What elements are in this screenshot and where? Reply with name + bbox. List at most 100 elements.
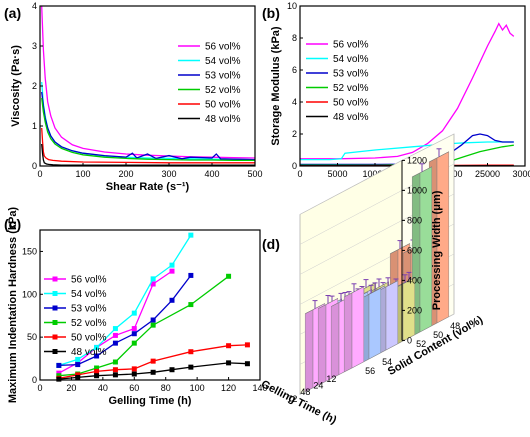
y-axis-title: Storage Modulus (kPa): [270, 26, 282, 146]
data-point: [169, 367, 175, 373]
x-tick-label: 200: [118, 169, 133, 179]
y-tick-label: 2: [292, 129, 297, 139]
y-tick-label: 50: [27, 332, 37, 342]
panel-label: (d): [262, 236, 280, 252]
data-point: [75, 374, 81, 380]
y-tick-label: 4: [32, 1, 37, 11]
gelling-time-tick-label: 24: [313, 381, 323, 391]
data-point: [112, 372, 118, 378]
gelling-time-tick-label: 12: [326, 374, 336, 384]
panel-label: (a): [4, 5, 21, 21]
x-tick-label: 0: [297, 169, 302, 179]
legend-marker: [52, 291, 58, 296]
x-tick-label: 120: [221, 383, 236, 393]
y-tick-label: 1: [32, 121, 37, 131]
data-point: [131, 310, 137, 316]
x-tick-label: 60: [129, 383, 139, 393]
x-axis-title: Gelling Time (h): [109, 395, 192, 407]
panel-label: (c): [4, 216, 21, 232]
data-point: [226, 360, 232, 366]
series-line-48vol: [58, 362, 248, 380]
series-line-53vol: [58, 275, 192, 367]
data-point: [188, 272, 194, 278]
data-point: [150, 276, 156, 282]
y-tick-label: 3: [32, 41, 37, 51]
legend-marker: [52, 320, 58, 325]
data-point: [56, 373, 62, 379]
x-tick-label: 0: [37, 169, 42, 179]
legend-marker: [52, 276, 58, 282]
solid-content-tick-label: 52: [416, 339, 426, 349]
panel-a: 0 100 200 300 400 500 0 1 2 3 4 Shear Rate (s⁻¹) Vis…: [4, 1, 263, 193]
data-point: [150, 322, 156, 328]
data-point: [56, 370, 62, 376]
data-point: [169, 268, 175, 274]
x-tick-label: 100: [75, 169, 90, 179]
y-tick-label: 0: [292, 161, 297, 171]
y-tick-label: 10: [287, 1, 297, 11]
series-line-56vol: [41, 5, 256, 159]
data-point: [150, 317, 156, 323]
x-tick-label: 400: [204, 169, 219, 179]
data-point: [56, 376, 62, 382]
data-point: [94, 368, 100, 374]
data-point: [244, 361, 250, 367]
data-point: [94, 353, 100, 359]
legend-label: 56 vol%: [333, 40, 369, 51]
series-line-50vol: [41, 127, 255, 164]
legend-label: 53 vol%: [205, 71, 241, 82]
y-tick-label: 0: [32, 161, 37, 171]
data-point: [150, 281, 156, 287]
series-line-52vol: [58, 275, 229, 377]
legend-label: 53 vol%: [333, 69, 369, 80]
legend-label: 48 vol%: [71, 347, 107, 358]
gelling-time-tick-label: 48: [300, 387, 310, 397]
legend-label: 56 vol%: [71, 275, 107, 286]
series-line-53vol: [41, 91, 256, 161]
series-line-56vol: [300, 22, 515, 160]
gelling-time-tick-label: 72: [287, 394, 297, 404]
y-axis-title: Maximum Indentation Hardness (kPa): [7, 207, 19, 404]
y-tick-label: 150: [22, 246, 37, 256]
y-axis-title: Viscosity (Pa·s): [10, 45, 22, 127]
z-tick-label: 0: [407, 335, 412, 345]
data-point: [131, 371, 137, 377]
data-point: [56, 362, 62, 368]
z-tick-label: 1000: [407, 185, 427, 195]
gelling-time-axis-title: Gelling Time (h): [259, 378, 339, 426]
data-point: [150, 369, 156, 375]
data-point: [226, 343, 232, 349]
x-tick-label: 5000: [327, 169, 347, 179]
data-point: [112, 326, 118, 332]
bar-3d: [412, 163, 432, 337]
x-tick-label: 300: [161, 169, 176, 179]
legend-label: 54 vol%: [205, 56, 241, 67]
legend-label: 50 vol%: [71, 333, 107, 344]
legend-label: 52 vol%: [333, 83, 369, 94]
data-point: [112, 332, 118, 338]
data-point: [75, 362, 81, 368]
x-tick-label: 30000: [512, 169, 530, 179]
legend-marker: [52, 349, 58, 354]
data-point: [131, 331, 137, 337]
data-point: [188, 302, 194, 308]
plot-frame: [39, 229, 261, 381]
series-line-54vol: [58, 234, 192, 367]
data-point: [188, 364, 194, 370]
x-tick-label: 140: [252, 383, 267, 393]
panel-c: 0 20 40 60 80 100 120 140 0 50 100 150 Gelling Time …: [4, 207, 268, 407]
y-tick-label: 6: [292, 65, 297, 75]
legend-label: 54 vol%: [333, 54, 369, 65]
series-line-52vol: [41, 97, 255, 162]
x-axis-title: Shear Rate (s⁻¹): [106, 181, 190, 193]
series-line-53vol: [300, 133, 514, 166]
solid-content-tick-label: 48: [450, 321, 460, 331]
y-tick-label: 4: [292, 97, 297, 107]
legend-label: 52 vol%: [205, 85, 241, 96]
solid-content-tick-label: 56: [365, 366, 375, 376]
x-tick-label: 0: [37, 383, 42, 393]
data-point: [131, 326, 137, 332]
